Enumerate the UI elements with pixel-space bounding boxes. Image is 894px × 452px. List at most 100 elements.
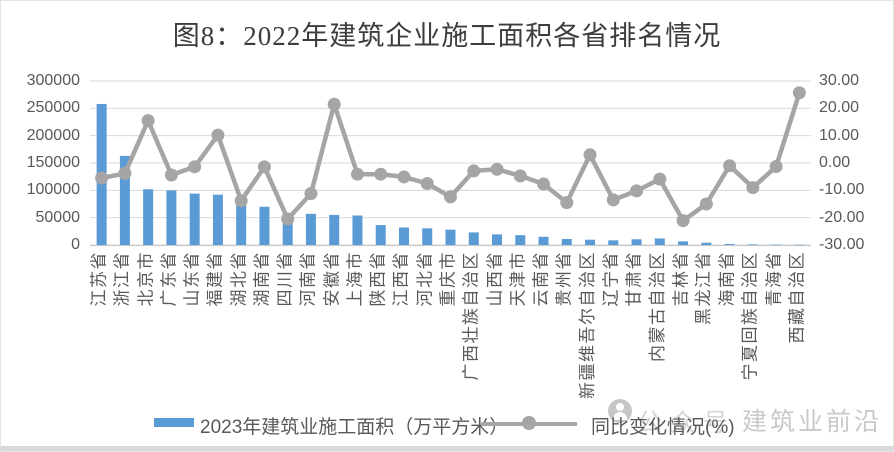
line-marker-甘肃省: [630, 184, 644, 198]
x-axis-label-陕西省: 陕西省: [368, 251, 388, 307]
legend-bar-swatch: [154, 418, 194, 427]
bar-陕西省: [375, 225, 386, 245]
right-axis-tick-label: 30.00: [819, 72, 860, 89]
left-axis-tick-label: 300000: [26, 72, 80, 89]
line-marker-山东省: [188, 160, 202, 174]
line-marker-吉林省: [676, 214, 690, 228]
line-marker-贵州省: [560, 196, 574, 210]
line-marker-海南省: [723, 159, 737, 173]
line-marker-四川省: [281, 212, 295, 226]
left-axis-tick-label: 150000: [26, 154, 80, 171]
bar-河北省: [422, 228, 433, 245]
bar-宁夏回族自治区: [747, 244, 758, 245]
line-marker-辽宁省: [606, 193, 620, 207]
bar-云南省: [538, 236, 549, 245]
bar-江西省: [398, 227, 409, 245]
bar-吉林省: [678, 241, 689, 245]
x-axis-label-山东省: 山东省: [182, 251, 202, 307]
line-marker-陕西省: [374, 167, 388, 181]
x-axis-label-河南省: 河南省: [298, 251, 318, 307]
left-axis-tick-label: 250000: [26, 99, 80, 117]
x-axis-label-湖南省: 湖南省: [252, 251, 272, 307]
x-axis-label-辽宁省: 辽宁省: [601, 251, 621, 307]
line-marker-黑龙江省: [699, 197, 713, 211]
x-axis-label-河北省: 河北省: [415, 251, 435, 307]
x-axis-label-云南省: 云南省: [531, 251, 551, 307]
bar-贵州省: [561, 238, 572, 245]
x-axis-label-西藏自治区: 西藏自治区: [787, 251, 807, 344]
x-axis-label-贵州省: 贵州省: [554, 251, 574, 307]
x-axis-label-广东省: 广东省: [159, 251, 179, 307]
line-marker-安徽省: [327, 97, 341, 111]
x-axis-label-吉林省: 吉林省: [671, 251, 691, 307]
line-marker-内蒙古自治区: [653, 172, 667, 186]
line-marker-湖北省: [234, 194, 248, 208]
bar-广西壮族自治区: [468, 232, 479, 245]
right-axis-tick-label: -20.00: [819, 208, 865, 226]
wechat-icon-head: [616, 403, 624, 411]
bar-福建省: [212, 194, 223, 245]
x-axis-label-甘肃省: 甘肃省: [624, 251, 644, 307]
x-axis-label-天津市: 天津市: [508, 251, 528, 307]
line-marker-青海省: [769, 160, 783, 174]
x-axis-label-江苏省: 江苏省: [89, 251, 109, 307]
bar-山东省: [189, 193, 200, 245]
bar-辽宁省: [608, 240, 619, 245]
x-axis-label-青海省: 青海省: [764, 251, 784, 307]
bar-内蒙古自治区: [654, 238, 665, 245]
x-axis-label-福建省: 福建省: [205, 251, 225, 307]
x-axis-label-黑龙江省: 黑龙江省: [694, 251, 714, 325]
line-marker-浙江省: [118, 166, 132, 180]
x-axis-label-宁夏回族自治区: 宁夏回族自治区: [740, 251, 760, 381]
line-marker-广东省: [164, 168, 178, 182]
x-axis-label-广西壮族自治区: 广西壮族自治区: [461, 251, 481, 381]
x-axis-label-湖北省: 湖北省: [229, 251, 249, 307]
bar-河南省: [305, 213, 316, 245]
line-marker-山西省: [490, 162, 504, 176]
bar-湖南省: [259, 206, 270, 245]
left-axis-tick-label: 100000: [26, 181, 80, 199]
line-marker-河南省: [304, 187, 318, 201]
watermark-badge-text: 公众号: [637, 409, 737, 437]
line-series: [99, 90, 802, 223]
x-axis-label-江西省: 江西省: [391, 251, 411, 307]
bar-黑龙江省: [701, 242, 712, 245]
legend-line-marker-dot: [522, 416, 536, 430]
line-marker-宁夏回族自治区: [746, 181, 760, 195]
line-marker-广西壮族自治区: [467, 164, 481, 178]
bar-海南省: [724, 244, 735, 245]
x-axis-label-四川省: 四川省: [275, 251, 295, 307]
bar-四川省: [282, 213, 293, 245]
right-axis-tick-label: 0.00: [819, 154, 851, 171]
bar-上海市: [352, 215, 363, 245]
bar-江苏省: [96, 103, 107, 246]
x-axis-label-海南省: 海南省: [717, 251, 737, 307]
x-axis-label-浙江省: 浙江省: [112, 251, 132, 307]
wechat-account-icon: [608, 399, 632, 423]
bar-新疆维吾尔自治区: [585, 239, 596, 245]
right-axis-tick-label: -30.00: [819, 236, 865, 253]
line-marker-天津市: [513, 169, 527, 183]
x-axis-label-上海市: 上海市: [345, 251, 365, 307]
x-axis-label-北京市: 北京市: [136, 251, 156, 307]
bar-湖北省: [236, 205, 247, 245]
bar-安徽省: [329, 214, 340, 245]
line-marker-江西省: [397, 170, 411, 184]
line-marker-福建省: [211, 128, 225, 142]
left-axis-tick-label: 200000: [26, 126, 80, 144]
bar-广东省: [166, 190, 177, 245]
x-axis-label-重庆市: 重庆市: [438, 251, 458, 307]
legend-line-label: 同比变化情况(%): [591, 417, 735, 438]
bar-重庆市: [445, 229, 456, 245]
x-axis-label-山西省: 山西省: [485, 251, 505, 307]
right-axis-tick-label: 20.00: [819, 99, 860, 117]
wechat-icon-body: [613, 412, 627, 420]
bar-甘肃省: [631, 239, 642, 245]
line-marker-湖南省: [257, 160, 271, 174]
right-axis-tick-label: -10.00: [819, 181, 865, 199]
legend-bar-label: 2023年建筑业施工面积（万平方米）: [200, 417, 509, 438]
bottom-scrollbar-track[interactable]: [1, 446, 893, 451]
watermark-brand-text: 建筑业前沿: [742, 408, 883, 436]
